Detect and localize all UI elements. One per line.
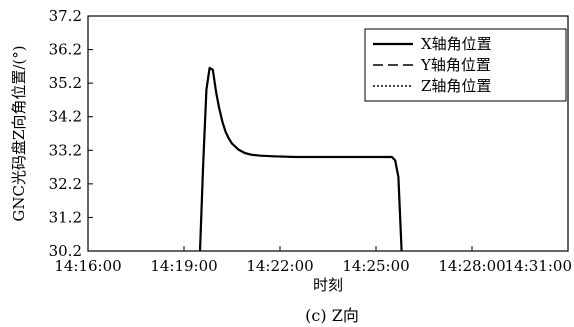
y-tick-label: 35.2 — [49, 74, 82, 92]
legend-label-1: X轴角位置 — [421, 35, 492, 53]
y-axis-ticks: 30.2 31.2 32.2 33.2 34.2 35.2 36.2 37.2 — [49, 7, 93, 260]
y-tick-label: 37.2 — [49, 7, 82, 25]
x-tick-label: 14:25:00 — [342, 257, 409, 275]
y-tick-label: 34.2 — [49, 108, 82, 126]
x-axis-title: 时刻 — [313, 276, 343, 294]
x-tick-label: 14:19:00 — [150, 257, 217, 275]
x-tick-label: 14:16:00 — [54, 257, 121, 275]
legend: X轴角位置 Y轴角位置 Z轴角位置 — [364, 28, 567, 102]
x-axis-ticks: 14:16:00 14:19:00 14:22:00 14:25:00 14:28:00… — [54, 246, 572, 275]
y-tick-label: 36.2 — [49, 41, 82, 59]
legend-label-3: Z轴角位置 — [421, 77, 491, 95]
chart-caption: (c) Z向 — [305, 306, 359, 325]
series-lines — [198, 66, 403, 252]
x-tick-label: 14:31:00 — [505, 257, 572, 275]
series-line-3 — [199, 67, 403, 252]
plot-area — [87, 15, 569, 252]
y-tick-label: 31.2 — [49, 208, 82, 226]
legend-box — [364, 28, 567, 102]
x-tick-label: 14:22:00 — [246, 257, 313, 275]
legend-label-2: Y轴角位置 — [420, 56, 491, 74]
plot-frame — [87, 15, 569, 252]
x-tick-label: 14:28:00 — [438, 257, 505, 275]
y-tick-label: 32.2 — [49, 175, 82, 193]
y-tick-label: 30.2 — [49, 242, 82, 260]
y-axis-title: GNC光码盘Z向角位置/(°) — [10, 45, 28, 221]
y-tick-label: 33.2 — [49, 141, 82, 159]
